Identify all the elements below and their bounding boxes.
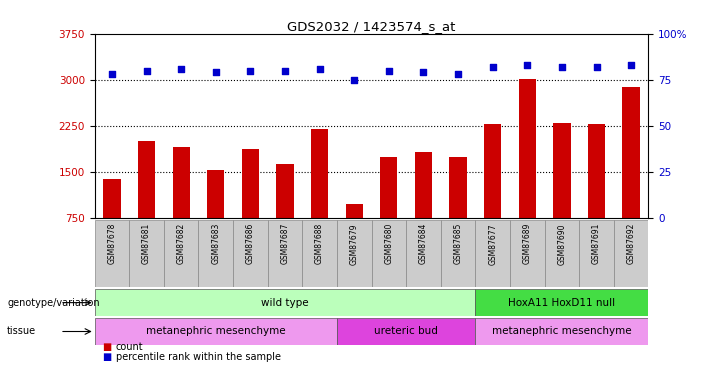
Point xyxy=(487,64,498,70)
Text: GSM87685: GSM87685 xyxy=(454,223,463,264)
Point xyxy=(348,77,360,83)
Bar xyxy=(207,170,224,218)
Text: tissue: tissue xyxy=(7,327,36,336)
Point xyxy=(591,64,602,70)
Point xyxy=(625,62,637,68)
Bar xyxy=(622,87,640,218)
Bar xyxy=(164,220,198,287)
Bar xyxy=(138,141,155,218)
Point xyxy=(314,66,325,72)
Bar xyxy=(380,156,397,218)
Text: GSM87680: GSM87680 xyxy=(384,223,393,264)
Bar xyxy=(346,204,363,218)
Bar xyxy=(311,129,328,218)
Bar xyxy=(276,165,294,218)
Bar xyxy=(337,318,475,345)
Bar xyxy=(475,289,648,316)
Text: ■: ■ xyxy=(102,352,111,362)
Bar xyxy=(484,124,501,218)
Bar xyxy=(475,220,510,287)
Point xyxy=(175,66,186,72)
Text: GSM87686: GSM87686 xyxy=(246,223,255,264)
Text: GSM87687: GSM87687 xyxy=(280,223,290,264)
Text: GSM87682: GSM87682 xyxy=(177,223,186,264)
Point xyxy=(107,71,118,77)
Text: ureteric bud: ureteric bud xyxy=(374,327,438,336)
Bar xyxy=(449,156,467,218)
Bar xyxy=(103,179,121,218)
Text: percentile rank within the sample: percentile rank within the sample xyxy=(116,352,280,362)
Text: GSM87684: GSM87684 xyxy=(419,223,428,264)
Bar xyxy=(268,220,302,287)
Text: wild type: wild type xyxy=(261,298,309,307)
Bar xyxy=(519,78,536,218)
Text: GSM87689: GSM87689 xyxy=(523,223,532,264)
Bar xyxy=(337,220,372,287)
Point xyxy=(418,69,429,75)
Bar xyxy=(415,152,432,218)
Point xyxy=(557,64,568,70)
Text: metanephric mesenchyme: metanephric mesenchyme xyxy=(146,327,285,336)
Bar xyxy=(588,124,605,218)
Text: GSM87690: GSM87690 xyxy=(557,223,566,265)
Point xyxy=(452,71,463,77)
Text: GSM87688: GSM87688 xyxy=(315,223,324,264)
Bar xyxy=(95,318,337,345)
Bar xyxy=(242,149,259,218)
Bar xyxy=(198,220,233,287)
Bar xyxy=(553,123,571,218)
Text: GSM87678: GSM87678 xyxy=(107,223,116,264)
Bar xyxy=(95,289,475,316)
Bar xyxy=(95,220,129,287)
Point xyxy=(245,68,256,74)
Point xyxy=(383,68,395,74)
Bar xyxy=(441,220,475,287)
Bar xyxy=(614,220,648,287)
Text: GSM87677: GSM87677 xyxy=(488,223,497,265)
Title: GDS2032 / 1423574_s_at: GDS2032 / 1423574_s_at xyxy=(287,20,456,33)
Text: HoxA11 HoxD11 null: HoxA11 HoxD11 null xyxy=(508,298,615,307)
Text: GSM87691: GSM87691 xyxy=(592,223,601,264)
Text: ■: ■ xyxy=(102,342,111,352)
Text: GSM87683: GSM87683 xyxy=(211,223,220,264)
Bar xyxy=(510,220,545,287)
Bar xyxy=(372,220,406,287)
Bar xyxy=(233,220,268,287)
Point xyxy=(141,68,152,74)
Bar xyxy=(129,220,164,287)
Bar xyxy=(475,318,648,345)
Text: GSM87681: GSM87681 xyxy=(142,223,151,264)
Bar xyxy=(406,220,441,287)
Point xyxy=(522,62,533,68)
Bar xyxy=(172,147,190,218)
Text: GSM87692: GSM87692 xyxy=(627,223,636,264)
Point xyxy=(280,68,291,74)
Text: metanephric mesenchyme: metanephric mesenchyme xyxy=(492,327,632,336)
Bar xyxy=(545,220,579,287)
Bar xyxy=(579,220,614,287)
Text: GSM87679: GSM87679 xyxy=(350,223,359,265)
Point xyxy=(210,69,222,75)
Text: genotype/variation: genotype/variation xyxy=(7,298,100,307)
Text: count: count xyxy=(116,342,143,352)
Bar xyxy=(302,220,337,287)
